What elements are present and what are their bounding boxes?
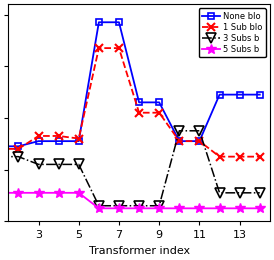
1 Sub blo <box>77 137 80 140</box>
Line: 3 Subs b: 3 Subs b <box>0 126 264 210</box>
3 Subs b <box>178 129 181 132</box>
1 Sub blo <box>57 134 60 138</box>
None blo <box>178 140 181 143</box>
5 Subs b <box>158 207 161 210</box>
3 Subs b <box>37 163 40 166</box>
Legend: None blo, 1 Sub blo, 3 Subs b, 5 Subs b: None blo, 1 Sub blo, 3 Subs b, 5 Subs b <box>199 8 266 57</box>
5 Subs b <box>198 207 201 210</box>
3 Subs b <box>117 204 121 207</box>
5 Subs b <box>77 191 80 194</box>
1 Sub blo <box>158 111 161 114</box>
5 Subs b <box>17 191 20 194</box>
1 Sub blo <box>37 134 40 138</box>
None blo <box>258 93 261 96</box>
5 Subs b <box>258 207 261 210</box>
1 Sub blo <box>117 47 121 50</box>
1 Sub blo <box>178 140 181 143</box>
Line: 5 Subs b: 5 Subs b <box>0 188 265 213</box>
None blo <box>17 145 20 148</box>
3 Subs b <box>57 163 60 166</box>
None blo <box>198 140 201 143</box>
5 Subs b <box>138 207 141 210</box>
3 Subs b <box>97 204 101 207</box>
3 Subs b <box>17 155 20 158</box>
3 Subs b <box>198 129 201 132</box>
5 Subs b <box>218 207 221 210</box>
3 Subs b <box>77 163 80 166</box>
None blo <box>238 93 241 96</box>
None blo <box>77 140 80 143</box>
Line: None blo: None blo <box>0 19 263 150</box>
3 Subs b <box>158 204 161 207</box>
3 Subs b <box>238 191 241 194</box>
1 Sub blo <box>238 155 241 158</box>
None blo <box>218 93 221 96</box>
3 Subs b <box>218 191 221 194</box>
5 Subs b <box>238 207 241 210</box>
1 Sub blo <box>17 147 20 151</box>
None blo <box>97 21 101 24</box>
5 Subs b <box>57 191 60 194</box>
1 Sub blo <box>198 140 201 143</box>
5 Subs b <box>37 191 40 194</box>
None blo <box>57 140 60 143</box>
5 Subs b <box>117 207 121 210</box>
1 Sub blo <box>97 47 101 50</box>
3 Subs b <box>138 204 141 207</box>
None blo <box>117 21 121 24</box>
Line: 1 Sub blo: 1 Sub blo <box>0 44 264 160</box>
5 Subs b <box>97 207 101 210</box>
None blo <box>37 140 40 143</box>
1 Sub blo <box>138 111 141 114</box>
X-axis label: Transformer index: Transformer index <box>89 246 190 256</box>
3 Subs b <box>258 191 261 194</box>
None blo <box>158 101 161 104</box>
1 Sub blo <box>258 155 261 158</box>
None blo <box>138 101 141 104</box>
5 Subs b <box>178 207 181 210</box>
1 Sub blo <box>218 155 221 158</box>
